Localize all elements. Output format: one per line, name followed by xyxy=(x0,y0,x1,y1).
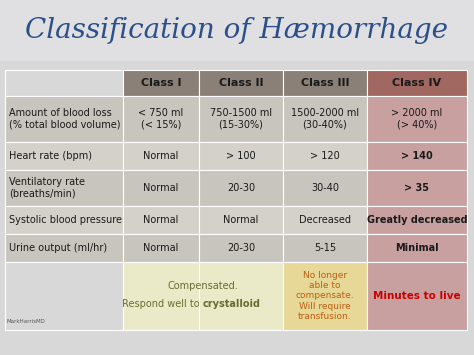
Bar xyxy=(199,234,283,262)
Bar xyxy=(367,206,467,234)
Bar xyxy=(283,70,367,96)
Text: Decreased: Decreased xyxy=(299,215,351,225)
Bar xyxy=(123,142,199,170)
Bar xyxy=(123,170,199,206)
Text: Ventilatory rate
(breaths/min): Ventilatory rate (breaths/min) xyxy=(9,177,85,199)
Bar xyxy=(199,96,283,142)
Text: 20-30: 20-30 xyxy=(227,243,255,253)
Bar xyxy=(283,234,367,262)
Text: Respond well to: Respond well to xyxy=(122,299,203,309)
Text: > 120: > 120 xyxy=(310,151,340,161)
Bar xyxy=(283,262,367,330)
Text: Amount of blood loss
(% total blood volume): Amount of blood loss (% total blood volu… xyxy=(9,108,120,130)
Bar xyxy=(5,170,123,206)
Bar xyxy=(123,206,199,234)
Text: Normal: Normal xyxy=(223,215,259,225)
Bar xyxy=(367,170,467,206)
Bar xyxy=(5,96,123,142)
Text: crystalloid: crystalloid xyxy=(203,299,261,309)
Bar xyxy=(199,70,283,96)
Bar xyxy=(199,262,283,330)
Text: > 2000 ml
(> 40%): > 2000 ml (> 40%) xyxy=(392,108,443,130)
Text: Minimal: Minimal xyxy=(395,243,439,253)
Text: No longer
able to
compensate.
Will require
transfusion.: No longer able to compensate. Will requi… xyxy=(296,271,354,321)
Bar xyxy=(123,234,199,262)
Text: Heart rate (bpm): Heart rate (bpm) xyxy=(9,151,92,161)
Bar xyxy=(367,70,467,96)
Text: Normal: Normal xyxy=(143,243,179,253)
Text: Class IV: Class IV xyxy=(392,78,442,88)
Text: Minutes to live: Minutes to live xyxy=(373,291,461,301)
Bar xyxy=(123,70,199,96)
Text: 750-1500 ml
(15-30%): 750-1500 ml (15-30%) xyxy=(210,108,272,130)
Text: < 750 ml
(< 15%): < 750 ml (< 15%) xyxy=(138,108,183,130)
Text: Normal: Normal xyxy=(143,151,179,161)
Bar xyxy=(367,262,467,330)
Text: 20-30: 20-30 xyxy=(227,183,255,193)
Text: Greatly decreased: Greatly decreased xyxy=(367,215,467,225)
Bar xyxy=(283,206,367,234)
Bar xyxy=(283,96,367,142)
Text: Normal: Normal xyxy=(143,215,179,225)
Bar xyxy=(5,206,123,234)
Text: Classification of Hæmorrhage: Classification of Hæmorrhage xyxy=(26,16,448,44)
Bar xyxy=(5,234,123,262)
Bar xyxy=(367,96,467,142)
Text: > 140: > 140 xyxy=(401,151,433,161)
Bar xyxy=(367,142,467,170)
Bar xyxy=(283,142,367,170)
Bar xyxy=(5,262,123,330)
Bar xyxy=(367,234,467,262)
Text: > 35: > 35 xyxy=(404,183,429,193)
Bar xyxy=(199,170,283,206)
Text: MarkHarrisMD: MarkHarrisMD xyxy=(7,319,46,324)
Text: Systolic blood pressure: Systolic blood pressure xyxy=(9,215,122,225)
Text: 1500-2000 ml
(30-40%): 1500-2000 ml (30-40%) xyxy=(291,108,359,130)
Text: > 100: > 100 xyxy=(226,151,256,161)
Bar xyxy=(283,170,367,206)
Bar xyxy=(0,0,474,60)
Text: 5-15: 5-15 xyxy=(314,243,336,253)
Text: Compensated.: Compensated. xyxy=(168,281,238,291)
Text: Class II: Class II xyxy=(219,78,263,88)
Text: Class III: Class III xyxy=(301,78,349,88)
Bar xyxy=(199,142,283,170)
Bar xyxy=(199,206,283,234)
Text: 30-40: 30-40 xyxy=(311,183,339,193)
Text: Urine output (ml/hr): Urine output (ml/hr) xyxy=(9,243,107,253)
Bar xyxy=(5,142,123,170)
Bar xyxy=(5,70,123,96)
Bar xyxy=(123,262,199,330)
Bar xyxy=(123,96,199,142)
Text: Normal: Normal xyxy=(143,183,179,193)
Text: Class I: Class I xyxy=(141,78,181,88)
